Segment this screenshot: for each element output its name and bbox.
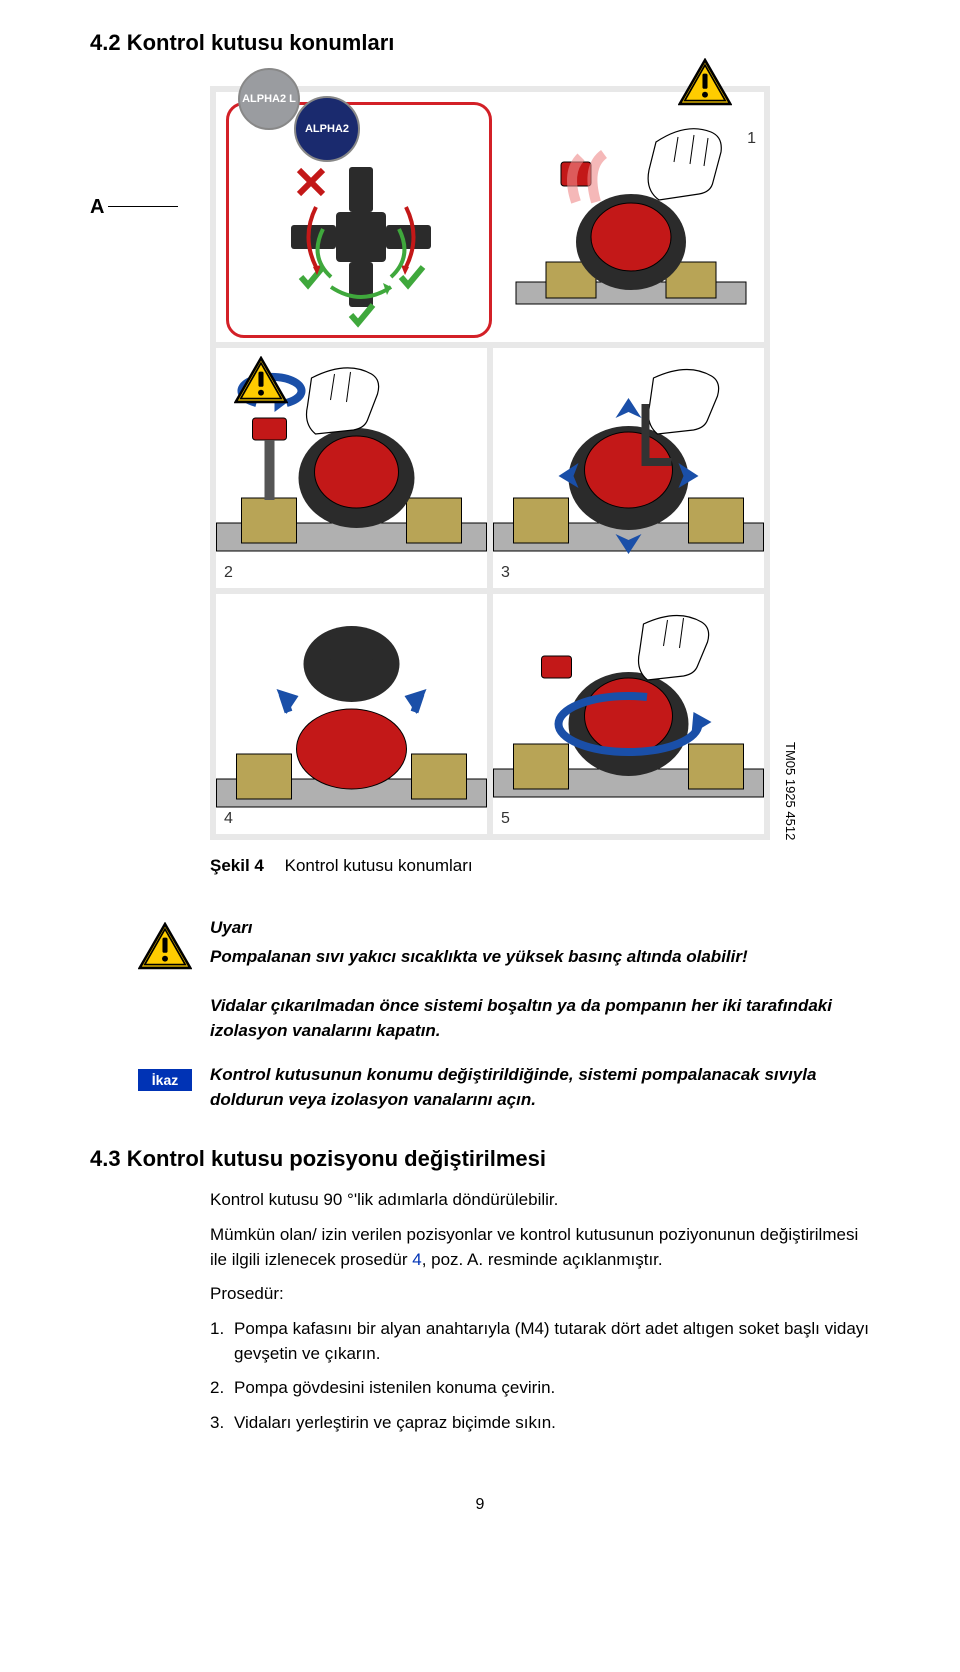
procedure-step: Pompa kafasını bir alyan anahtarıyla (M4…: [210, 1317, 870, 1366]
procedure-list: Pompa kafasını bir alyan anahtarıyla (M4…: [210, 1317, 870, 1436]
loosen-screws-illustration: [493, 348, 764, 588]
panel-number: 5: [501, 810, 510, 828]
panel-number: 3: [501, 564, 510, 582]
warning-text: Uyarı Pompalanan sıvı yakıcı sıcaklıkta …: [210, 916, 870, 1043]
warning-triangle-icon: [678, 58, 732, 106]
model-badges: ALPHA2 L ALPHA2: [238, 68, 360, 162]
section2-title: 4.3 Kontrol kutusu pozisyonu değiştirilm…: [90, 1146, 870, 1172]
page-number: 9: [90, 1496, 870, 1514]
panel-3: 3: [493, 348, 764, 588]
figure-code: TM05 1925 4512: [783, 742, 798, 840]
separate-head-illustration: [216, 594, 487, 834]
panel-number: 4: [224, 810, 233, 828]
body-p2: Mümkün olan/ izin verilen pozisyonlar ve…: [210, 1223, 870, 1272]
procedure-step: Pompa gövdesini istenilen konuma çevirin…: [210, 1376, 870, 1401]
figure-box: ALPHA2 L ALPHA2: [210, 86, 770, 840]
section2-heading: Kontrol kutusu pozisyonu değiştirilmesi: [127, 1146, 546, 1171]
panel-number: 1: [747, 130, 756, 148]
figure-caption: Şekil 4 Kontrol kutusu konumları: [210, 856, 870, 876]
figure-reference: 4: [412, 1250, 421, 1269]
section-number: 4.2: [90, 30, 121, 55]
section-heading: Kontrol kutusu konumları: [127, 30, 395, 55]
badge-alpha2: ALPHA2: [294, 96, 360, 162]
caution-badge: İkaz: [138, 1069, 192, 1091]
panel-grid: 1: [216, 92, 764, 834]
warning-block: Uyarı Pompalanan sıvı yakıcı sıcaklıkta …: [120, 916, 870, 1043]
badge-alpha2l: ALPHA2 L: [238, 68, 300, 130]
warning-line1: Pompalanan sıvı yakıcı sıcaklıkta ve yük…: [210, 947, 748, 966]
body-content: Kontrol kutusu 90 °'lik adımlarla döndür…: [210, 1188, 870, 1435]
pump-orientation-diagram: [266, 142, 456, 332]
section2-number: 4.3: [90, 1146, 121, 1171]
warning-triangle-icon: [138, 922, 192, 970]
procedure-label: Prosedür:: [210, 1282, 870, 1307]
warning-title: Uyarı: [210, 916, 870, 941]
panel-5: 5: [493, 594, 764, 834]
figure-label: Şekil 4: [210, 856, 264, 875]
figure-container: A ALPHA2 L ALPHA2: [90, 86, 870, 840]
body-p1: Kontrol kutusu 90 °'lik adımlarla döndür…: [210, 1188, 870, 1213]
procedure-step: Vidaları yerleştirin ve çapraz biçimde s…: [210, 1411, 870, 1436]
figure-caption-text: Kontrol kutusu konumları: [285, 856, 473, 875]
caution-text: Kontrol kutusunun konumu değiştirildiğin…: [210, 1063, 870, 1112]
panel-number: 2: [224, 564, 233, 582]
warning-triangle-icon: [234, 356, 288, 404]
panel-4: 4: [216, 594, 487, 834]
hand-heat-illustration: [506, 102, 756, 332]
warning-line2: Vidalar çıkarılmadan önce sistemi boşalt…: [210, 996, 832, 1040]
rotate-head-illustration: [493, 594, 764, 834]
section-title: 4.2 Kontrol kutusu konumları: [90, 30, 870, 56]
caution-block: İkaz Kontrol kutusunun konumu değiştiril…: [120, 1063, 870, 1112]
label-a: A: [90, 196, 210, 219]
